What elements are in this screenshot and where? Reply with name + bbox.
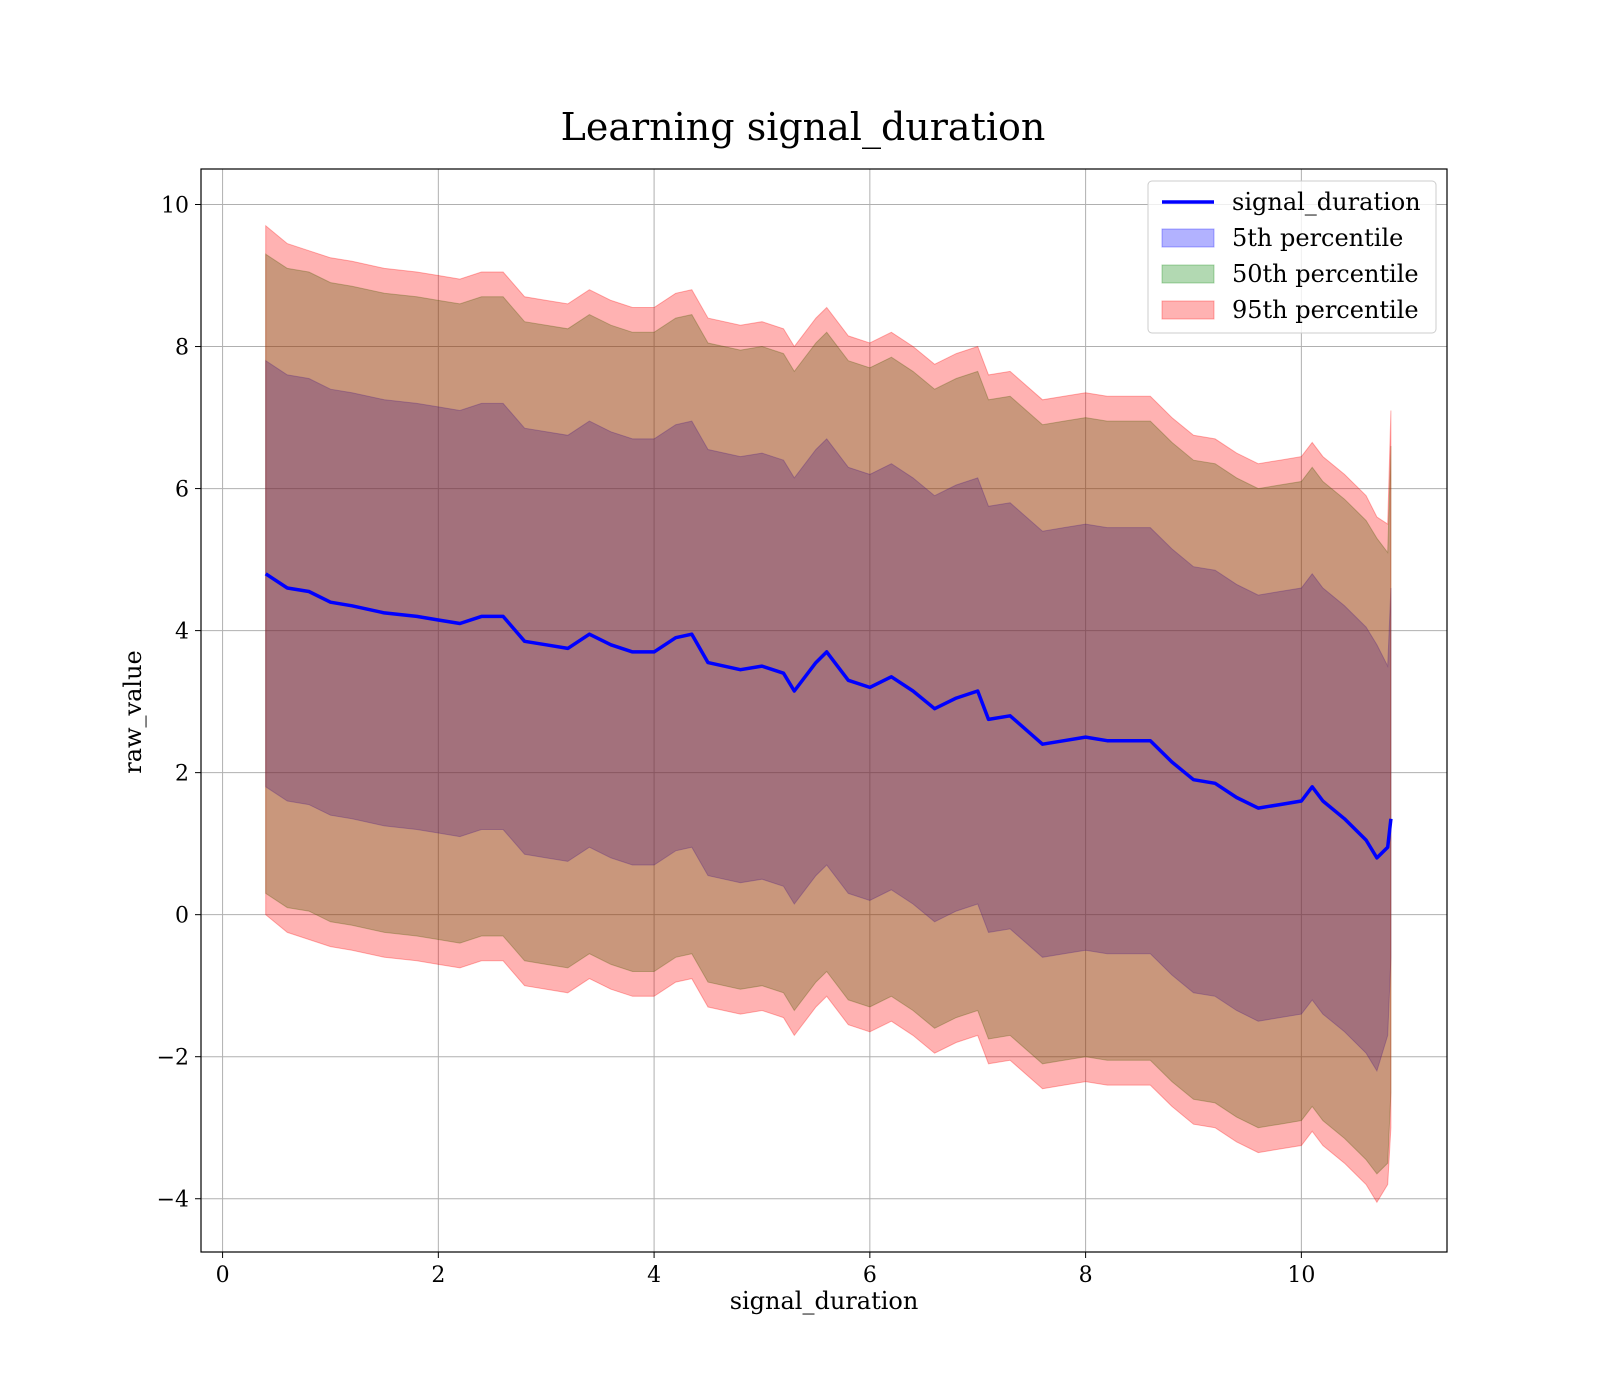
legend-label: 50th percentile xyxy=(1232,260,1419,288)
y-tick-label: 2 xyxy=(175,762,189,787)
x-tick-label: 6 xyxy=(863,1263,877,1288)
legend-swatch-5th-percentile xyxy=(1161,228,1215,248)
percentile-bands xyxy=(265,224,1392,1204)
line-series xyxy=(264,572,1393,860)
legend: signal_duration 5th percentile 50th percen… xyxy=(1147,180,1437,334)
band-50th-percentile xyxy=(265,253,1392,1175)
y-axis-label: raw_value xyxy=(119,650,147,774)
legend-swatch-95th-percentile xyxy=(1161,300,1215,320)
plot-frame xyxy=(200,168,1448,1253)
x-tick-label: 4 xyxy=(647,1263,661,1288)
y-tick-label: 6 xyxy=(175,478,189,503)
legend-swatch-50th-percentile xyxy=(1161,264,1215,284)
y-tick-label: 0 xyxy=(175,904,189,929)
x-tick-label: 10 xyxy=(1287,1263,1315,1288)
x-axis-label: signal_duration xyxy=(730,1287,919,1315)
y-axis-ticks: −4 −2 0 2 4 6 8 10 xyxy=(157,194,201,1213)
legend-box xyxy=(1147,180,1437,334)
band-95th-percentile xyxy=(265,224,1392,1204)
legend-label: 5th percentile xyxy=(1232,224,1403,252)
legend-label: 95th percentile xyxy=(1232,296,1419,324)
y-tick-label: 8 xyxy=(175,336,189,361)
series-lines xyxy=(264,572,1393,860)
legend-label: signal_duration xyxy=(1232,188,1421,216)
chart-title: Learning signal_duration xyxy=(561,105,1046,150)
band-5th-percentile xyxy=(265,359,1392,1073)
x-tick-label: 0 xyxy=(216,1263,230,1288)
y-tick-label: 10 xyxy=(161,194,189,219)
y-tick-label: −4 xyxy=(157,1188,189,1213)
y-tick-label: 4 xyxy=(175,620,189,645)
x-axis-ticks: 0 2 4 6 8 10 xyxy=(216,1252,1315,1288)
x-tick-label: 2 xyxy=(431,1263,445,1288)
y-tick-label: −2 xyxy=(157,1046,189,1071)
x-tick-label: 8 xyxy=(1079,1263,1093,1288)
